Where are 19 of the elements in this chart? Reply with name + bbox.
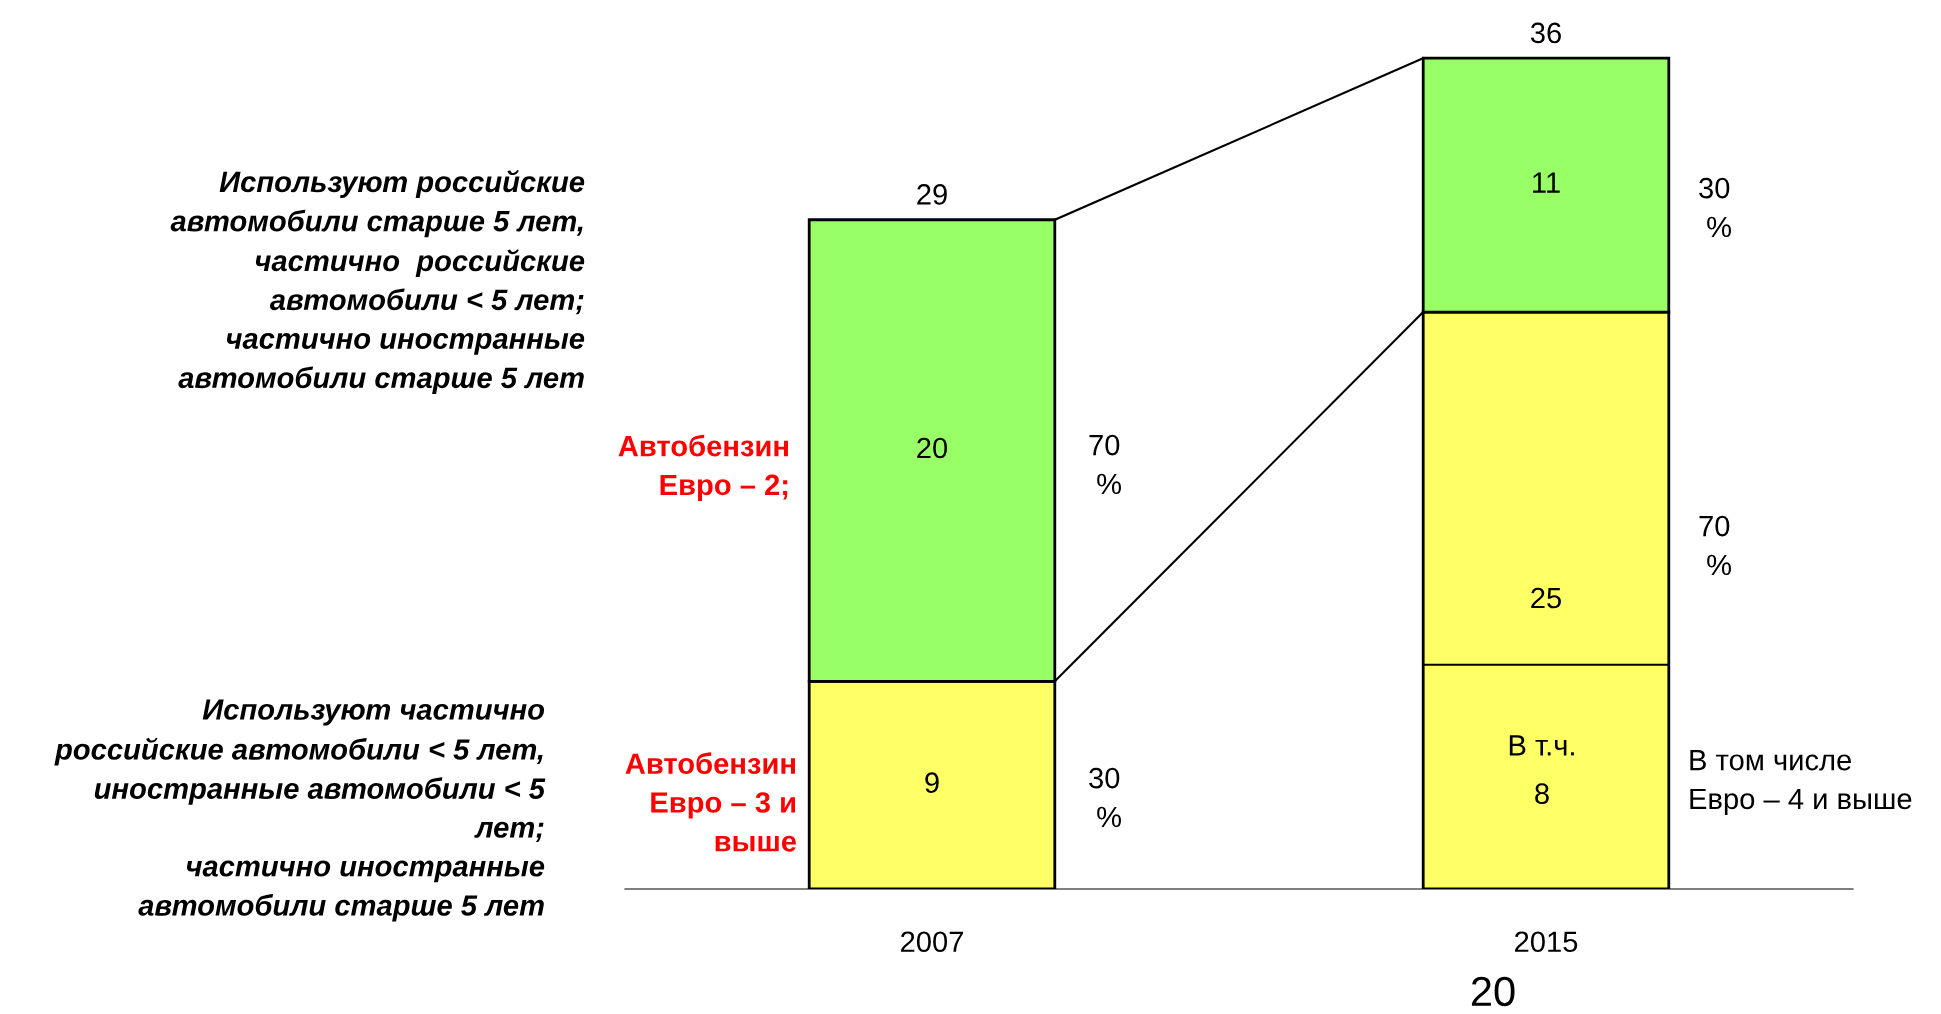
x-tick-label: 2015 — [1515, 931, 1578, 953]
data-label: 9 — [925, 772, 939, 793]
annotation: В том числе Евро – 4 и выше — [1690, 750, 1912, 815]
annotation: 70 % — [1699, 515, 1731, 576]
total-label: 29 — [917, 184, 947, 205]
annotation: В т.ч. 8 — [1509, 735, 1574, 804]
text: Используют частично российские автомобили < 5 лет, иностранные автомобили < 5 лет; частично иностранные автомобили старше 5 лет — [54, 699, 546, 922]
data-label: 25 — [1531, 587, 1561, 609]
annotation: 70 % — [1089, 434, 1121, 495]
data-label: 20 — [917, 437, 948, 459]
annotation: Автобензин Евро – 3 и выше — [625, 752, 797, 852]
text: Используют российские автомобили старше 5 лет, частично российские автомобили < 5 лет; частично иностранные автомобили старше 5 лет — [170, 170, 585, 394]
x-tick-label: 2007 — [901, 931, 963, 953]
text: 20 — [1471, 976, 1515, 1007]
annotation: 30 % — [1699, 177, 1731, 238]
total-label: 36 — [1530, 22, 1561, 44]
annotation: Автобензин Евро – 2; — [618, 434, 788, 501]
data-label: 11 — [1533, 172, 1560, 193]
annotation: 30 % — [1089, 767, 1121, 828]
